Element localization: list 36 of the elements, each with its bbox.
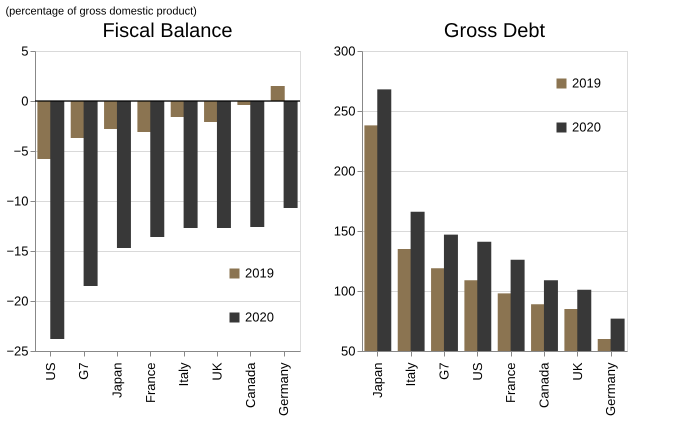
x-tick-label: US <box>470 362 485 381</box>
legend-label: 2019 <box>245 266 274 280</box>
x-tick-label: Italy <box>403 362 418 386</box>
legend-label: 2020 <box>245 310 274 324</box>
x-tick-label: Canada <box>242 362 258 408</box>
x-tick-label: Japan <box>110 362 124 398</box>
y-tick-label: −10 <box>6 194 28 208</box>
chart-title: Gross Debt <box>444 20 546 42</box>
x-tick-label: US <box>42 362 58 381</box>
y-tick-label: −25 <box>6 344 28 358</box>
y-tick-label: 150 <box>334 224 356 238</box>
y-tick-label: 200 <box>334 164 356 178</box>
legend-label: 2019 <box>572 76 601 90</box>
y-tick-label: 100 <box>334 284 356 298</box>
y-tick-label: −5 <box>14 144 28 158</box>
x-tick-label: G7 <box>76 362 92 380</box>
y-tick-label: 0 <box>21 94 28 108</box>
x-tick-label: Germany <box>603 362 618 416</box>
y-tick-label: −15 <box>6 244 28 258</box>
y-tick-label: −20 <box>6 294 28 308</box>
x-tick-label: UK <box>210 362 224 381</box>
chart-title: Fiscal Balance <box>102 20 233 42</box>
x-tick-label: Germany <box>276 362 292 416</box>
x-tick-label: G7 <box>436 362 452 380</box>
chart-subtitle: (percentage of gross domestic product) <box>5 6 197 18</box>
x-tick-label: Japan <box>370 362 385 398</box>
x-tick-label: Canada <box>536 362 552 408</box>
y-tick-label: 300 <box>334 44 356 58</box>
y-tick-label: 5 <box>21 44 28 58</box>
x-tick-label: UK <box>570 362 585 381</box>
y-tick-label: 250 <box>334 104 356 118</box>
y-tick-label: 50 <box>341 344 356 358</box>
x-tick-label: Italy <box>176 362 192 386</box>
x-tick-label: France <box>142 362 158 403</box>
legend-label: 2020 <box>572 120 601 134</box>
x-tick-label: France <box>503 362 518 403</box>
